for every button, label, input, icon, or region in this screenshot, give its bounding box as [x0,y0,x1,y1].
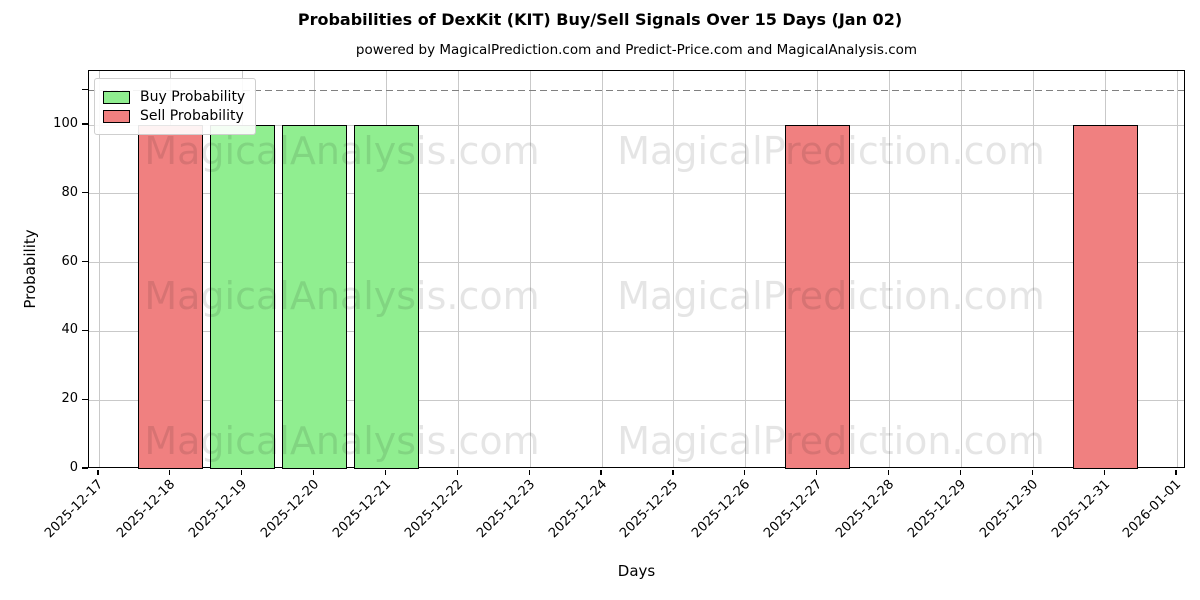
x-tick-label: 2025-12-29 [904,477,970,542]
x-tick-label: 2025-12-19 [186,477,251,542]
v-gridline [457,71,459,467]
sell-bar-2025-12-18 [138,125,204,469]
v-gridline [960,71,962,467]
x-tick-label: 2025-12-30 [976,477,1041,542]
x-tick-label: 2025-12-31 [1048,477,1113,542]
chart-subtitle: powered by MagicalPrediction.com and Pre… [355,42,918,58]
y-tick-mark [82,123,88,125]
v-gridline [601,71,603,467]
x-tick-mark [744,469,746,475]
buy-bar-2025-12-21 [353,125,419,469]
sell-swatch [103,109,130,123]
legend: Buy Probability Sell Probability [94,78,257,135]
x-tick-mark [816,469,818,475]
y-tick-label: 20 [61,391,78,407]
x-tick-label: 2025-12-21 [330,477,395,542]
x-tick-mark [1175,469,1177,475]
v-gridline [1032,71,1034,467]
x-tick-mark [241,469,243,475]
legend-label-sell: Sell Probability [140,108,244,124]
v-gridline [745,71,747,467]
y-tick-mark [82,192,88,194]
y-tick-mark [82,467,88,469]
y-tick-mark [82,329,88,331]
x-tick-label: 2025-12-27 [761,477,826,542]
x-tick-label: 2025-12-23 [473,477,538,542]
v-gridline [98,71,100,467]
h-gridline [89,193,1184,195]
y-tick-label: 0 [69,460,78,475]
x-tick-label: 2025-12-18 [114,477,179,542]
x-tick-mark [97,469,99,475]
x-tick-label: 2025-12-24 [545,477,610,542]
v-gridline [529,71,531,467]
sell-bar-2025-12-27 [785,125,851,469]
plot-area: MagicalAnalysis.comMagicalPrediction.com… [88,70,1185,469]
threshold-dashed-line [89,89,1184,92]
v-gridline [889,71,891,467]
y-tick-label: 40 [61,322,78,338]
x-tick-label: 2025-12-22 [401,477,466,542]
x-tick-mark [1031,469,1033,475]
x-tick-mark [600,469,602,475]
x-tick-mark [456,469,458,475]
x-tick-mark [1103,469,1105,475]
y-tick-mark [82,261,88,263]
x-tick-mark [887,469,890,475]
x-axis-label: Days [617,562,656,580]
x-tick-label: 2025-12-20 [258,477,323,542]
y-tick-label: 60 [61,253,78,269]
legend-item-buy: Buy Probability [103,89,245,105]
y-tick-label: 100 [53,116,78,131]
legend-label-buy: Buy Probability [140,89,246,105]
h-gridline [89,399,1184,401]
chart-title: Probabilities of DexKit (KIT) Buy/Sell S… [297,10,903,29]
v-gridline [673,71,675,467]
buy-swatch [103,90,130,104]
x-tick-mark [672,469,674,475]
x-tick-label: 2025-12-25 [617,477,682,542]
x-tick-label: 2025-12-17 [42,477,107,542]
x-tick-label: 2026-01-01 [1120,477,1185,542]
h-gridline [89,330,1184,332]
legend-item-sell: Sell Probability [103,108,245,124]
x-tick-mark [313,469,315,475]
x-tick-mark [384,469,387,475]
y-tick-mark [82,398,88,400]
buy-bar-2025-12-19 [210,125,276,469]
h-gridline [89,124,1184,126]
sell-bar-2025-12-31 [1072,125,1138,469]
x-tick-label: 2025-12-26 [689,477,754,542]
buy-bar-2025-12-20 [282,125,348,469]
x-tick-mark [959,469,961,475]
v-gridline [1176,71,1178,467]
x-tick-mark [169,469,171,475]
y-tick-label: 80 [61,184,78,200]
y-tick-mark-110 [82,89,88,91]
x-tick-label: 2025-12-28 [833,477,898,542]
h-gridline [89,262,1184,264]
x-tick-mark [528,469,530,475]
